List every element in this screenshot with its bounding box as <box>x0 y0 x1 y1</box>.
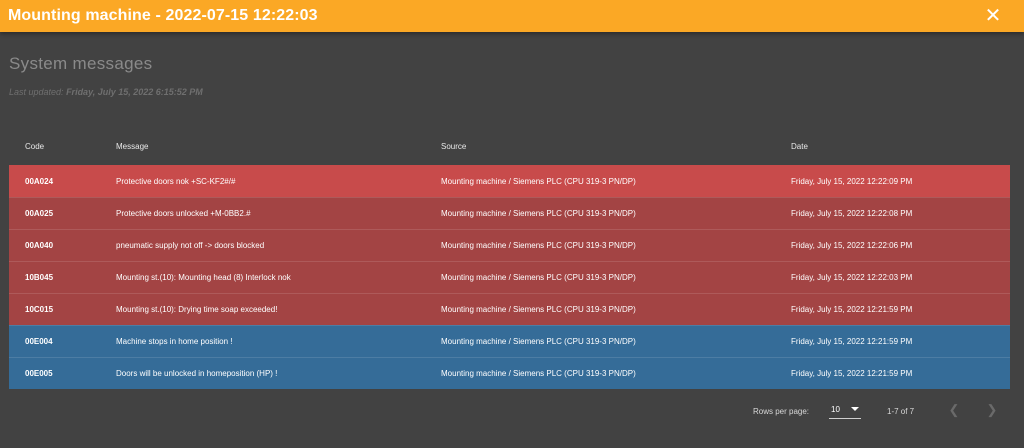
messages-table: Code Message Source Date 00A024 Protectiv… <box>9 128 1010 389</box>
cell-code: 00E004 <box>25 337 53 346</box>
cell-source: Mounting machine / Siemens PLC (CPU 319-… <box>441 241 636 250</box>
table-row[interactable]: 00A024 Protective doors nok +SC-KF2#/# Mou… <box>9 165 1010 197</box>
column-header-code[interactable]: Code <box>25 142 45 151</box>
cell-date: Friday, July 15, 2022 12:22:03 PM <box>791 273 913 282</box>
table-body: 00A024 Protective doors nok +SC-KF2#/# Mou… <box>9 165 1010 389</box>
table-header: Code Message Source Date <box>9 128 1010 165</box>
rows-per-page-select[interactable]: 10 <box>829 401 861 419</box>
cell-code: 10B045 <box>25 273 54 282</box>
cell-message: Protective doors nok +SC-KF2#/# <box>116 176 236 186</box>
cell-message: pneumatic supply not off -> doors blocke… <box>116 241 265 250</box>
cell-message: Mounting st.(10): Drying time soap excee… <box>116 305 278 314</box>
cell-code: 10C015 <box>25 305 54 314</box>
column-header-source[interactable]: Source <box>441 142 467 151</box>
cell-source: Mounting machine / Siemens PLC (CPU 319-… <box>441 273 636 282</box>
rows-per-page-label: Rows per page: <box>753 407 810 416</box>
cell-message: Protective doors unlocked +M-0BB2.# <box>116 209 251 218</box>
pagination: Rows per page: 10 1-7 of 7 ❮ ❯ <box>0 392 1024 430</box>
chevron-right-icon[interactable]: ❯ <box>986 402 998 417</box>
cell-code: 00A024 <box>25 176 54 186</box>
cell-date: Friday, July 15, 2022 12:22:09 PM <box>791 176 913 186</box>
close-icon[interactable]: ✕ <box>984 4 1002 27</box>
last-updated-value: Friday, July 15, 2022 6:15:52 PM <box>66 87 203 97</box>
cell-source: Mounting machine / Siemens PLC (CPU 319-… <box>441 305 636 314</box>
cell-code: 00E005 <box>25 369 53 378</box>
table-row[interactable]: 00A040 pneumatic supply not off -> doors … <box>9 229 1010 261</box>
page-range: 1-7 of 7 <box>887 407 915 416</box>
cell-date: Friday, July 15, 2022 12:22:06 PM <box>791 241 913 250</box>
rows-per-page-value: 10 <box>831 405 840 414</box>
title-bar: Mounting machine - 2022-07-15 12:22:03 ✕ <box>0 0 1024 32</box>
table-row[interactable]: 10B045 Mounting st.(10): Mounting head (8… <box>9 261 1010 293</box>
page-title: System messages <box>9 54 153 73</box>
cell-source: Mounting machine / Siemens PLC (CPU 319-… <box>441 369 636 378</box>
cell-date: Friday, July 15, 2022 12:21:59 PM <box>791 337 913 346</box>
cell-date: Friday, July 15, 2022 12:22:08 PM <box>791 209 913 218</box>
column-header-message[interactable]: Message <box>116 142 149 151</box>
cell-code: 00A040 <box>25 241 54 250</box>
cell-source: Mounting machine / Siemens PLC (CPU 319-… <box>441 337 636 346</box>
table-row[interactable]: 00E004 Machine stops in home position ! Mo… <box>9 325 1010 357</box>
table-row[interactable]: 00A025 Protective doors unlocked +M-0BB2.… <box>9 197 1010 229</box>
cell-date: Friday, July 15, 2022 12:21:59 PM <box>791 369 913 378</box>
cell-message: Mounting st.(10): Mounting head (8) Inte… <box>116 273 291 282</box>
cell-source: Mounting machine / Siemens PLC (CPU 319-… <box>441 209 636 218</box>
table-row[interactable]: 10C015 Mounting st.(10): Drying time soap… <box>9 293 1010 325</box>
cell-message: Machine stops in home position ! <box>116 337 233 346</box>
last-updated: Last updated: Friday, July 15, 2022 6:15… <box>9 87 203 97</box>
table-row[interactable]: 00E005 Doors will be unlocked in homeposi… <box>9 357 1010 389</box>
caret-down-icon <box>851 407 859 411</box>
cell-message: Doors will be unlocked in homeposition (… <box>116 369 278 378</box>
cell-source: Mounting machine / Siemens PLC (CPU 319-… <box>441 176 636 186</box>
chevron-left-icon[interactable]: ❮ <box>948 402 960 417</box>
last-updated-label: Last updated: <box>9 87 64 97</box>
window-title: Mounting machine - 2022-07-15 12:22:03 <box>8 7 318 24</box>
cell-code: 00A025 <box>25 209 54 218</box>
cell-date: Friday, July 15, 2022 12:21:59 PM <box>791 305 913 314</box>
column-header-date[interactable]: Date <box>791 142 808 151</box>
